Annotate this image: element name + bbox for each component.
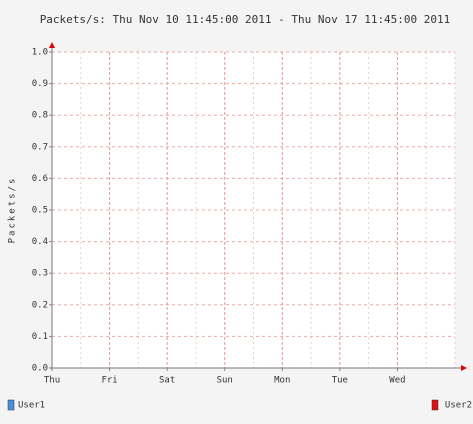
legend-label: User2 <box>445 401 472 411</box>
y-axis-label: Packets/s <box>8 177 18 244</box>
x-tick-label: Thu <box>44 376 60 386</box>
chart-title: Packets/s: Thu Nov 10 11:45:00 2011 - Th… <box>40 13 451 26</box>
y-tick-label: 0.4 <box>32 237 48 247</box>
x-tick-label: Tue <box>332 376 348 386</box>
x-tick-label: Wed <box>389 376 405 386</box>
x-tick-label: Fri <box>101 376 117 386</box>
y-tick-label: 1.0 <box>32 48 48 58</box>
y-tick-label: 0.3 <box>32 269 48 279</box>
y-tick-label: 0.8 <box>32 111 48 121</box>
y-tick-label: 0.0 <box>32 364 48 374</box>
y-tick-label: 0.1 <box>32 332 48 342</box>
y-tick-label: 0.5 <box>32 206 48 216</box>
y-tick-label: 0.9 <box>32 79 48 89</box>
x-tick-label: Sat <box>159 376 175 386</box>
y-tick-label: 0.7 <box>32 142 48 152</box>
legend-swatch <box>431 399 439 411</box>
y-tick-label: 0.2 <box>32 300 48 310</box>
legend-swatch <box>7 399 15 411</box>
legend-label: User1 <box>18 401 45 411</box>
y-tick-label: 0.6 <box>32 174 48 184</box>
x-tick-label: Mon <box>274 376 290 386</box>
x-tick-label: Sun <box>217 376 233 386</box>
y-axis-arrow <box>49 42 55 48</box>
x-axis-arrow <box>461 365 467 371</box>
